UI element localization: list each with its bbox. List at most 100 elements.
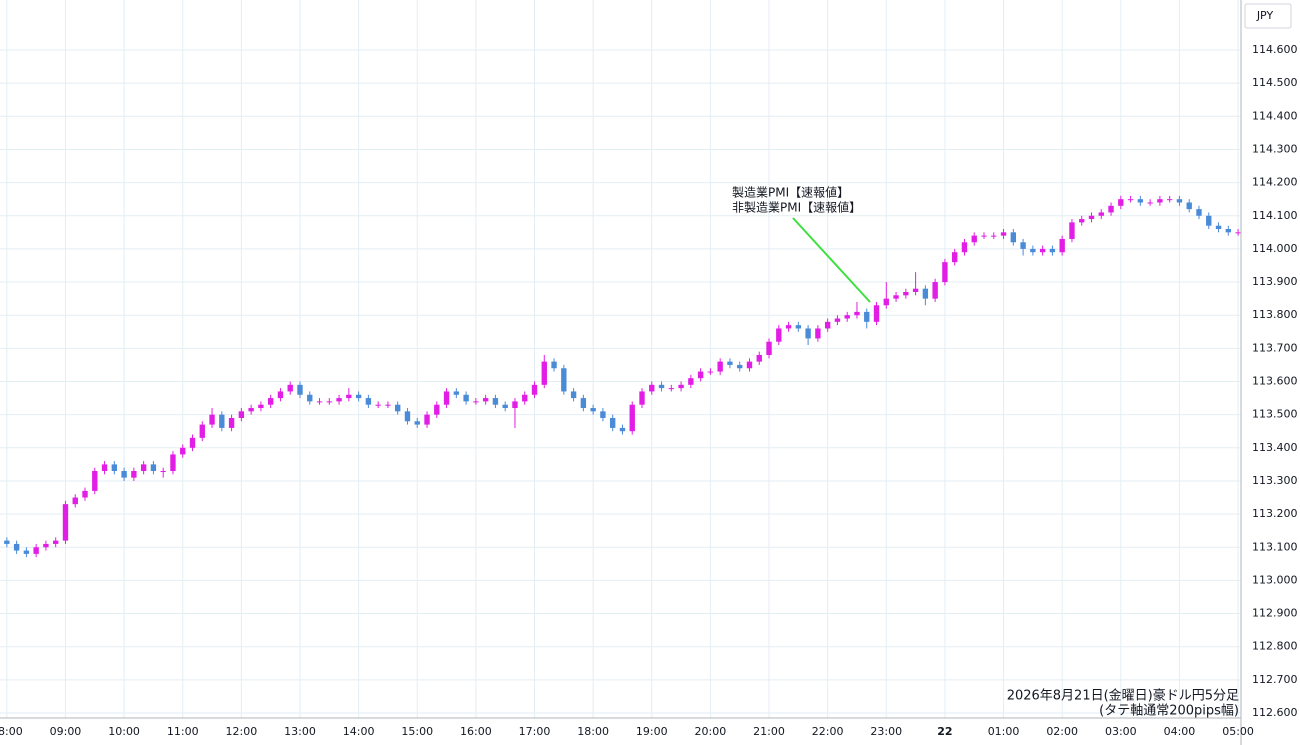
x-tick-label: 13:00 — [284, 725, 316, 738]
candle-body — [561, 368, 567, 392]
candle-body — [551, 361, 557, 369]
x-tick-label: 10:00 — [108, 725, 140, 738]
candle-body — [92, 471, 98, 491]
candle-body — [1010, 232, 1017, 243]
annotation: 製造業PMI【速報値】 — [732, 185, 849, 200]
chart-title: 2026年8月21日(金曜日)豪ドル円5分足 — [1007, 688, 1239, 704]
candle-body — [82, 490, 88, 498]
x-tick-label: 04:00 — [1164, 725, 1196, 738]
x-tick-label: 22 — [937, 725, 952, 738]
candle-body — [4, 540, 10, 544]
candle-body — [111, 464, 118, 472]
candle-body — [864, 311, 870, 322]
candle-body — [33, 547, 39, 554]
y-tick-label: 114.000 — [1252, 242, 1298, 255]
candle-body — [1206, 215, 1212, 226]
candle-body — [1069, 222, 1075, 239]
candle-body — [131, 471, 137, 478]
candle-body — [385, 404, 391, 406]
candle-body — [991, 235, 997, 237]
candle-body — [180, 447, 186, 455]
candle-body — [424, 414, 430, 425]
y-tick-label: 113.400 — [1252, 441, 1298, 454]
y-tick-label: 114.200 — [1252, 176, 1298, 189]
y-tick-label: 113.000 — [1252, 573, 1298, 586]
candle-body — [1215, 225, 1222, 230]
y-tick-label: 113.600 — [1252, 375, 1298, 388]
candle-body — [326, 401, 332, 403]
candle-body — [297, 384, 303, 395]
candles — [4, 195, 1241, 558]
candle-body — [600, 411, 606, 418]
candle-body — [1000, 232, 1007, 236]
candle-body — [463, 394, 469, 402]
candle-body — [678, 384, 684, 389]
candle-body — [482, 398, 489, 402]
candle-body — [707, 371, 714, 373]
x-tick-label: 17:00 — [519, 725, 551, 738]
candle-body — [1049, 248, 1056, 253]
candle-body — [267, 398, 274, 405]
candle-body — [522, 394, 528, 402]
candle-body — [893, 295, 899, 299]
candle-body — [981, 235, 987, 237]
currency-box — [1244, 3, 1292, 29]
candle-body — [336, 398, 342, 402]
candle-body — [541, 361, 547, 385]
y-tick-label: 113.800 — [1252, 308, 1298, 321]
candle-body — [160, 471, 166, 473]
candle-body — [609, 417, 616, 428]
x-tick-label: 14:00 — [343, 725, 375, 738]
y-tick-label: 113.200 — [1252, 507, 1298, 520]
candle-body — [1039, 248, 1046, 253]
candle-body — [727, 361, 733, 365]
candle-body — [834, 318, 841, 322]
candle-body — [658, 384, 665, 389]
candle-body — [766, 341, 772, 355]
x-tick-label: 11:00 — [167, 725, 199, 738]
candle-body — [1186, 202, 1192, 210]
candle-body — [72, 497, 78, 505]
x-tick-label: 23:00 — [870, 725, 902, 738]
candle-body — [1127, 199, 1134, 201]
candle-body — [140, 464, 147, 472]
candle-body — [688, 378, 694, 385]
candle-body — [668, 388, 674, 390]
candle-body — [873, 305, 880, 322]
candle-body — [1098, 212, 1104, 216]
candle-body — [1176, 199, 1183, 203]
candle-body — [121, 471, 127, 478]
candle-body — [502, 404, 508, 409]
candle-body — [531, 384, 538, 395]
candle-body — [1235, 232, 1241, 234]
candle-body — [639, 391, 645, 405]
y-tick-label: 112.600 — [1252, 706, 1298, 719]
candle-body — [1079, 219, 1085, 223]
x-tick-label: 19:00 — [636, 725, 668, 738]
candle-body — [903, 291, 909, 296]
candle-body — [1059, 238, 1065, 253]
candle-body — [922, 288, 929, 299]
candle-body — [1147, 202, 1153, 204]
candle-body — [1196, 209, 1202, 216]
candle-body — [238, 411, 245, 418]
candle-body — [375, 404, 381, 406]
candle-body — [570, 391, 577, 399]
candle-body — [395, 404, 401, 412]
candle-body — [756, 354, 762, 362]
candle-body — [649, 384, 655, 392]
y-tick-label: 112.800 — [1252, 640, 1298, 653]
candle-body — [453, 391, 460, 395]
x-tick-label: 22:00 — [812, 725, 844, 738]
candle-body — [258, 404, 264, 409]
x-tick-label: 02:00 — [1046, 725, 1078, 738]
candle-body — [219, 414, 225, 428]
candle-body — [434, 404, 440, 415]
x-tick-label: 16:00 — [460, 725, 492, 738]
candle-body — [854, 311, 860, 316]
candle-body — [590, 408, 596, 412]
candle-body — [717, 361, 723, 372]
x-tick-label: 18:00 — [577, 725, 609, 738]
candle-body — [580, 398, 587, 409]
chart-subtitle: (タテ軸通常200pips幅) — [1099, 704, 1239, 719]
